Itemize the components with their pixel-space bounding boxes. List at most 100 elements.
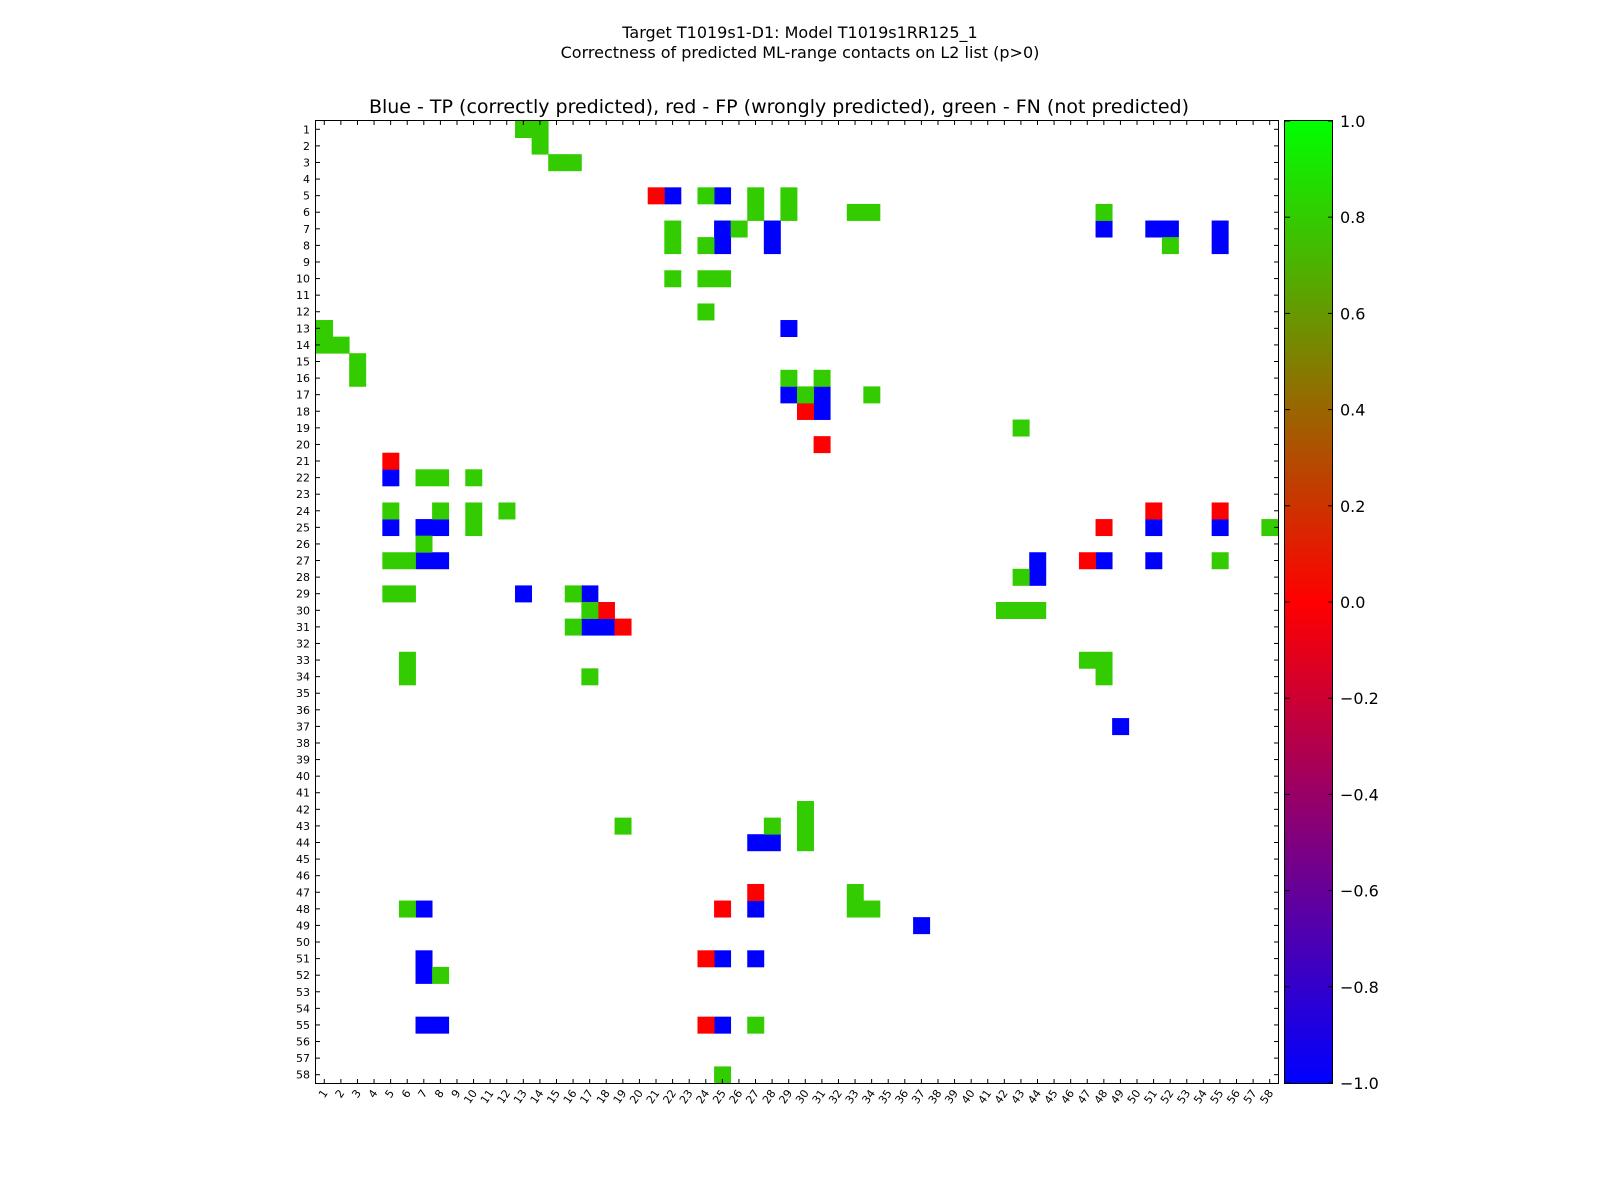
x-tick-label-53: 53 (1175, 1087, 1194, 1106)
x-tick-label-6: 6 (399, 1087, 414, 1100)
cell-fn-6-33 (846, 203, 864, 221)
y-tick-label-24: 24 (296, 505, 310, 518)
cell-tp-48-7 (415, 900, 433, 918)
y-tick-label-7: 7 (303, 223, 310, 236)
y-tick-label-48: 48 (296, 903, 310, 916)
cell-fn-52-8 (432, 966, 450, 984)
cell-tp-7-25 (714, 220, 732, 238)
cell-fn-58-25 (714, 1066, 732, 1084)
cell-fn-48-6 (398, 900, 416, 918)
cell-fn-48-33 (846, 900, 864, 918)
x-tick-label-48: 48 (1092, 1087, 1111, 1106)
colorbar-tick-label-3: 0.4 (1340, 401, 1365, 420)
cell-fp-51-24 (697, 950, 715, 968)
cell-fn-6-34 (863, 203, 881, 221)
y-tick-label-41: 41 (296, 787, 310, 800)
y-tick-label-3: 3 (303, 156, 310, 169)
x-tick-label-43: 43 (1009, 1087, 1028, 1106)
x-tick-label-46: 46 (1058, 1087, 1077, 1106)
x-tick-label-28: 28 (760, 1087, 779, 1106)
cell-fp-25-48 (1095, 519, 1113, 537)
cell-fn-1-13 (515, 121, 533, 138)
x-tick-labels: 1 2 3 4 5 6 7 8 91011121314151617181920212223242… (316, 1087, 1276, 1106)
x-tick-label-49: 49 (1108, 1087, 1127, 1106)
cell-tp-22-5 (382, 469, 400, 487)
cell-tp-28-44 (1029, 568, 1047, 586)
x-tick-label-58: 58 (1257, 1087, 1276, 1106)
y-tick-label-21: 21 (296, 455, 310, 468)
cell-fn-27-55 (1211, 552, 1229, 570)
cell-fp-48-25 (714, 900, 732, 918)
cell-tp-7-28 (763, 220, 781, 238)
cell-fn-33-47 (1078, 651, 1096, 669)
cell-fn-27-5 (382, 552, 400, 570)
cell-fn-34-6 (398, 668, 416, 686)
y-tick-label-1: 1 (303, 123, 310, 136)
cell-tp-7-48 (1095, 220, 1113, 238)
cell-fn-33-6 (398, 651, 416, 669)
cell-fn-24-8 (432, 502, 450, 520)
cell-fn-42-30 (797, 801, 814, 819)
cell-fn-30-43 (1012, 602, 1030, 619)
x-tick-label-41: 41 (976, 1087, 995, 1106)
x-tick-label-15: 15 (544, 1087, 563, 1106)
cell-fp-20-31 (813, 436, 831, 454)
y-tick-label-49: 49 (296, 919, 310, 932)
x-tick-label-45: 45 (1042, 1087, 1061, 1106)
cell-tp-25-7 (415, 519, 433, 537)
x-tick-label-16: 16 (561, 1087, 580, 1106)
cell-fn-25-10 (465, 519, 483, 537)
y-tick-label-2: 2 (303, 140, 310, 153)
x-tick-label-39: 39 (942, 1087, 961, 1106)
cell-tp-18-31 (813, 402, 831, 420)
cell-fn-31-16 (564, 618, 582, 636)
cell-tp-8-55 (1211, 237, 1229, 255)
x-tick-label-37: 37 (909, 1087, 928, 1106)
cell-fn-7-26 (730, 220, 748, 238)
cell-fn-34-17 (581, 668, 599, 686)
x-tick-label-20: 20 (627, 1087, 646, 1106)
x-tick-label-29: 29 (776, 1087, 795, 1106)
cell-fn-6-27 (747, 203, 765, 221)
cell-tp-25-51 (1145, 519, 1163, 537)
x-tick-label-44: 44 (1025, 1087, 1044, 1106)
cell-fn-28-43 (1012, 568, 1030, 586)
x-tick-label-5: 5 (382, 1087, 397, 1100)
y-tick-label-47: 47 (296, 886, 310, 899)
cell-fn-16-31 (813, 369, 831, 387)
y-tick-label-20: 20 (296, 438, 310, 451)
x-tick-label-7: 7 (416, 1087, 431, 1100)
plot-frame (315, 120, 1279, 1084)
cell-fn-8-24 (697, 237, 715, 255)
x-tick-label-54: 54 (1191, 1087, 1210, 1106)
cell-fn-43-30 (797, 817, 814, 835)
cell-tp-44-27 (747, 834, 765, 852)
y-tick-label-50: 50 (296, 936, 310, 949)
axes-title: Blue - TP (correctly predicted), red - F… (369, 96, 1189, 118)
y-tick-label-30: 30 (296, 604, 310, 617)
x-tick-label-30: 30 (793, 1087, 812, 1106)
y-tick-label-6: 6 (303, 206, 310, 219)
cell-fp-21-5 (382, 452, 400, 470)
cell-tp-25-8 (432, 519, 450, 537)
x-tick-label-11: 11 (478, 1087, 497, 1106)
cell-fn-29-6 (398, 585, 416, 603)
cell-fn-2-14 (531, 137, 549, 155)
x-tick-label-34: 34 (859, 1087, 878, 1106)
y-tick-label-43: 43 (296, 820, 310, 833)
x-tick-label-27: 27 (743, 1087, 762, 1106)
colorbar-tick-label-10: −1.0 (1340, 1074, 1379, 1093)
x-tick-label-22: 22 (660, 1087, 679, 1106)
cell-fn-44-30 (797, 834, 814, 852)
x-tick-label-2: 2 (333, 1087, 348, 1100)
cell-tp-25-55 (1211, 519, 1229, 537)
y-tick-label-4: 4 (303, 173, 310, 186)
y-tick-label-22: 22 (296, 472, 310, 485)
cell-fn-14-1 (316, 336, 333, 354)
cell-tp-51-7 (415, 950, 433, 968)
colorbar-tick-label-2: 0.6 (1340, 304, 1365, 323)
cell-fp-24-51 (1145, 502, 1163, 520)
cell-tp-55-25 (714, 1016, 732, 1034)
cell-fn-17-34 (863, 386, 881, 404)
y-tick-label-18: 18 (296, 405, 310, 418)
